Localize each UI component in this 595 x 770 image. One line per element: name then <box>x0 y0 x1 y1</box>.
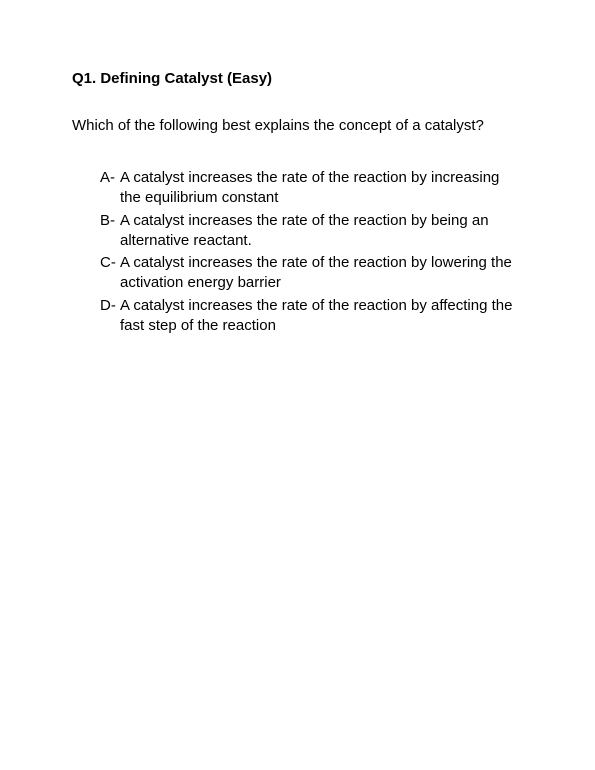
option-d: D- A catalyst increases the rate of the … <box>100 296 523 337</box>
option-c: C- A catalyst increases the rate of the … <box>100 253 523 294</box>
option-text: A catalyst increases the rate of the rea… <box>120 211 523 252</box>
option-letter: C- <box>100 253 120 294</box>
question-title: Q1. Defining Catalyst (Easy) <box>72 70 523 87</box>
option-a: A- A catalyst increases the rate of the … <box>100 168 523 209</box>
option-b: B- A catalyst increases the rate of the … <box>100 211 523 252</box>
option-letter: D- <box>100 296 120 337</box>
question-prompt: Which of the following best explains the… <box>72 115 523 136</box>
options-list: A- A catalyst increases the rate of the … <box>72 168 523 336</box>
option-text: A catalyst increases the rate of the rea… <box>120 253 523 294</box>
option-letter: A- <box>100 168 120 209</box>
option-letter: B- <box>100 211 120 252</box>
option-text: A catalyst increases the rate of the rea… <box>120 168 523 209</box>
option-text: A catalyst increases the rate of the rea… <box>120 296 523 337</box>
